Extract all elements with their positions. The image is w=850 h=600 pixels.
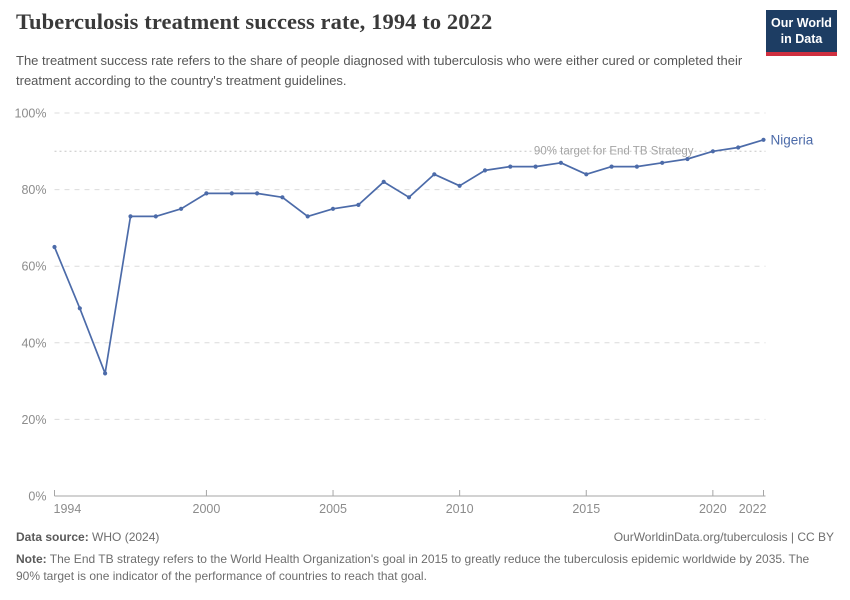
data-point	[128, 214, 133, 219]
data-point	[584, 172, 589, 177]
data-point	[280, 195, 285, 200]
data-source-label: Data source:	[16, 530, 89, 544]
data-point	[533, 164, 538, 169]
data-point	[406, 195, 412, 200]
data-point	[685, 156, 690, 162]
y-axis-tick-label: 40%	[21, 336, 46, 350]
data-point	[356, 202, 361, 207]
chart-subtitle: The treatment success rate refers to the…	[16, 53, 743, 88]
data-source: Data source: WHO (2024)	[16, 530, 159, 544]
x-axis-tick-label: 2022	[739, 502, 767, 516]
x-axis-tick-label: 2020	[699, 502, 727, 516]
data-point	[179, 206, 184, 211]
data-point	[508, 164, 513, 169]
chart-footer: Data source: WHO (2024) OurWorldinData.o…	[16, 530, 834, 585]
data-point	[204, 191, 209, 196]
x-axis-tick-label: 2005	[319, 502, 347, 516]
x-axis-tick-label: 2010	[446, 502, 474, 516]
data-point	[634, 164, 640, 169]
chart-note: Note: The End TB strategy refers to the …	[16, 551, 834, 585]
series-label-nigeria: Nigeria	[771, 132, 814, 147]
data-point	[736, 145, 741, 150]
owid-logo: Our World in Data	[766, 10, 837, 56]
data-point	[482, 168, 488, 173]
data-point	[305, 214, 310, 219]
data-point	[229, 191, 234, 196]
x-axis-tick-label: 2000	[193, 502, 221, 516]
y-axis-tick-label: 20%	[21, 413, 46, 427]
data-point	[432, 172, 437, 177]
attribution-link[interactable]: OurWorldinData.org/tuberculosis | CC BY	[613, 530, 834, 544]
data-point	[558, 160, 564, 165]
x-axis-tick-label: 2015	[572, 502, 600, 516]
x-axis-tick-label: 1994	[54, 502, 82, 516]
target-line-label: 90% target for End TB Strategy	[534, 145, 694, 157]
data-point	[761, 137, 766, 142]
data-point	[660, 160, 665, 165]
y-axis-tick-label: 100%	[15, 107, 47, 121]
data-point	[103, 371, 108, 376]
y-axis-tick-label: 80%	[21, 183, 46, 197]
data-point	[457, 183, 462, 188]
data-point	[381, 179, 386, 184]
data-point	[153, 214, 158, 219]
line-chart: 0% 20% 40% 60% 80% 100% 90% target for End TB …	[0, 95, 850, 525]
line-chart-svg: 0% 20% 40% 60% 80% 100% 90% target for End TB …	[15, 107, 814, 517]
note-text: The End TB strategy refers to the World …	[16, 552, 810, 584]
data-point	[52, 244, 57, 250]
y-axis-tick-label: 60%	[21, 260, 46, 274]
page-title: Tuberculosis treatment success rate, 199…	[16, 9, 493, 34]
data-point	[255, 191, 260, 196]
data-point	[330, 206, 336, 211]
data-point	[710, 149, 716, 154]
data-source-value: WHO (2024)	[92, 530, 160, 544]
data-point	[77, 306, 82, 311]
owid-logo-line2: in Data	[780, 32, 823, 47]
y-axis-tick-label: 0%	[28, 490, 46, 504]
series-line-nigeria	[53, 138, 765, 375]
data-point	[609, 164, 614, 169]
owid-logo-line1: Our World	[771, 16, 832, 30]
note-label: Note:	[16, 552, 47, 566]
